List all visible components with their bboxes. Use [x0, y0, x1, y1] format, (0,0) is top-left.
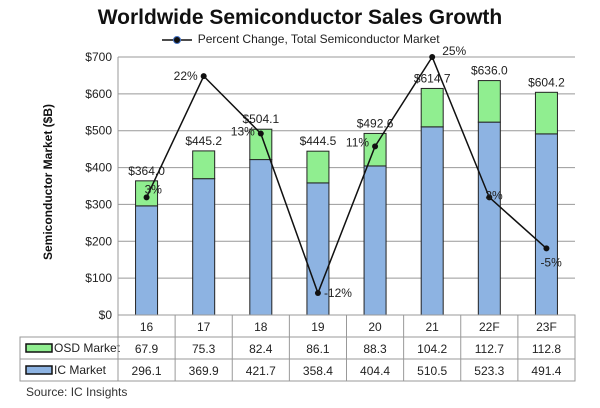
y-tick-label: $300: [85, 197, 112, 211]
x-tick-label: 23F: [536, 320, 557, 334]
bar-ic-market: [534, 133, 558, 316]
percent-change-point: [314, 290, 321, 297]
legend-line-marker-icon: [162, 35, 193, 44]
y-tick-label: $200: [85, 234, 112, 248]
percent-data-label: 3%: [485, 188, 503, 202]
table-cell: 404.4: [360, 364, 390, 378]
chart-title: Worldwide Semiconductor Sales Growth: [97, 6, 503, 29]
y-tick-label: $500: [85, 124, 112, 138]
series-label: IC Market: [54, 363, 107, 377]
y-tick-label: $0: [99, 308, 113, 322]
y-tick-label: $600: [85, 87, 112, 101]
table-cell: 112.7: [475, 342, 504, 356]
table-cell: 75.3: [192, 342, 216, 356]
table-cell: 421.7: [246, 364, 276, 378]
bar-osd-market: [363, 132, 387, 167]
x-tick-label: 18: [254, 320, 268, 334]
percent-data-label: 13%: [231, 125, 255, 139]
table-cell: 510.5: [417, 364, 447, 378]
x-tick-label: 20: [368, 320, 382, 334]
table-cell: 112.8: [532, 342, 561, 356]
total-data-label: $636.0: [471, 64, 508, 78]
percent-data-label: 11%: [346, 135, 369, 149]
table-cell: 82.4: [249, 342, 273, 356]
table-cell: 523.3: [474, 364, 504, 378]
percent-change-point: [200, 73, 207, 80]
percent-data-label: -12%: [324, 286, 352, 300]
bar-ic-market: [249, 159, 273, 316]
total-data-label: $614.7: [414, 71, 451, 85]
bar-osd-market: [249, 128, 273, 161]
table-cell: 104.2: [417, 342, 447, 356]
x-tick-label: 22F: [479, 320, 500, 334]
y-tick-label: $400: [85, 161, 112, 175]
x-tick-label: 17: [197, 320, 211, 334]
table-cell: 369.9: [189, 364, 219, 378]
legend-line-label: Percent Change, Total Semiconductor Mark…: [197, 32, 440, 46]
bar-osd-market: [477, 80, 501, 123]
bar-ic-market: [420, 126, 444, 316]
bar-ic-market: [135, 205, 159, 316]
legend: Percent Change, Total Semiconductor Mark…: [0, 32, 600, 46]
legend-swatch-icon: [25, 343, 53, 353]
table-cell: 296.1: [132, 364, 162, 378]
percent-change-point: [543, 245, 550, 252]
total-data-label: $444.5: [300, 134, 337, 148]
total-data-label: $445.2: [185, 134, 222, 148]
percent-change-point: [143, 194, 150, 201]
percent-data-label: -5%: [540, 255, 562, 269]
y-tick-label: $700: [85, 50, 112, 64]
table-cell: 86.1: [306, 342, 330, 356]
table-cell: 67.9: [135, 342, 159, 356]
bar-ic-market: [477, 121, 501, 316]
total-data-label: $492.6: [357, 116, 394, 130]
x-tick-label: 21: [426, 320, 440, 334]
percent-change-point: [257, 130, 264, 137]
x-tick-label: 19: [311, 320, 325, 334]
percent-change-point: [486, 194, 493, 201]
total-data-label: $604.2: [528, 75, 565, 89]
percent-data-label: 22%: [174, 69, 198, 83]
legend-swatch-icon: [25, 365, 53, 375]
table-cell: 491.4: [531, 364, 561, 378]
percent-change-line: [145, 55, 547, 296]
x-tick-label: 16: [140, 320, 154, 334]
source-note: Source: IC Insights: [26, 385, 128, 399]
total-data-label: $364.0: [128, 164, 165, 178]
y-tick-label: $100: [85, 271, 112, 285]
bar-osd-market: [420, 87, 444, 128]
percent-change-point: [372, 143, 379, 150]
percent-change-point: [429, 54, 436, 60]
table-cell: 358.4: [303, 364, 333, 378]
percent-data-label: 3%: [145, 182, 163, 196]
percent-data-label: 25%: [442, 44, 466, 58]
bar-osd-market: [192, 150, 216, 180]
table-cell: 88.3: [363, 342, 387, 356]
bar-osd-market: [534, 91, 558, 135]
bar-ic-market: [363, 165, 387, 316]
total-data-label: $504.1: [242, 112, 279, 126]
series-label: OSD Market: [54, 341, 121, 355]
bar-ic-market: [192, 178, 216, 316]
bar-osd-market: [306, 150, 330, 184]
